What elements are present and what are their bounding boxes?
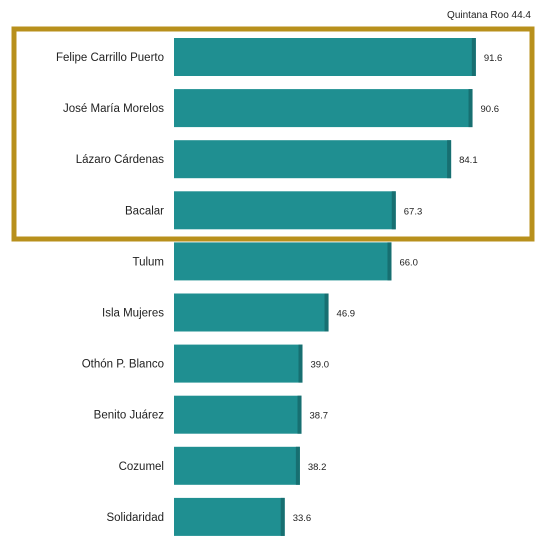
reference-label: Quintana Roo 44.4 bbox=[447, 10, 531, 21]
bar bbox=[174, 38, 476, 76]
bar-shadow bbox=[387, 242, 392, 281]
category-label: Solidaridad bbox=[106, 512, 164, 524]
bar bbox=[174, 497, 285, 536]
value-label: 91.6 bbox=[484, 53, 503, 64]
bar bbox=[174, 191, 396, 230]
bar bbox=[174, 344, 303, 383]
category-label: Felipe Carrillo Puerto bbox=[56, 52, 164, 64]
bar-shadow bbox=[298, 344, 303, 383]
bars-group: Felipe Carrillo Puerto 91.6 José María Mor… bbox=[56, 38, 502, 536]
bar bbox=[174, 140, 452, 179]
bar bbox=[174, 89, 473, 128]
value-label: 38.7 bbox=[310, 411, 329, 422]
bar bbox=[174, 395, 302, 434]
bar-shadow bbox=[297, 395, 302, 434]
category-label: Isla Mujeres bbox=[102, 308, 164, 320]
category-label: Cozumel bbox=[119, 461, 164, 473]
bar-shadow bbox=[471, 38, 476, 76]
category-label: Benito Juárez bbox=[94, 410, 165, 422]
bar bbox=[174, 446, 300, 485]
value-label: 46.9 bbox=[337, 309, 356, 320]
category-label: Lázaro Cárdenas bbox=[76, 154, 164, 166]
bar-shadow bbox=[324, 293, 329, 332]
bar-shadow bbox=[280, 497, 285, 536]
bar-shadow bbox=[447, 140, 452, 179]
value-label: 84.1 bbox=[459, 155, 478, 166]
value-label: 33.6 bbox=[293, 513, 312, 524]
bar-shadow bbox=[391, 191, 396, 230]
bar-shadow bbox=[295, 446, 300, 485]
bar bbox=[174, 242, 392, 281]
value-label: 67.3 bbox=[404, 206, 423, 217]
category-label: José María Morelos bbox=[63, 103, 164, 115]
category-label: Bacalar bbox=[125, 205, 164, 217]
bar-shadow bbox=[468, 89, 473, 128]
value-label: 38.2 bbox=[308, 462, 327, 473]
value-label: 90.6 bbox=[481, 104, 500, 115]
category-label: Tulum bbox=[132, 256, 164, 268]
value-label: 66.0 bbox=[399, 257, 418, 268]
value-label: 39.0 bbox=[311, 360, 330, 371]
category-label: Othón P. Blanco bbox=[82, 359, 164, 371]
highlight-box bbox=[11, 26, 535, 242]
bar bbox=[174, 293, 329, 332]
